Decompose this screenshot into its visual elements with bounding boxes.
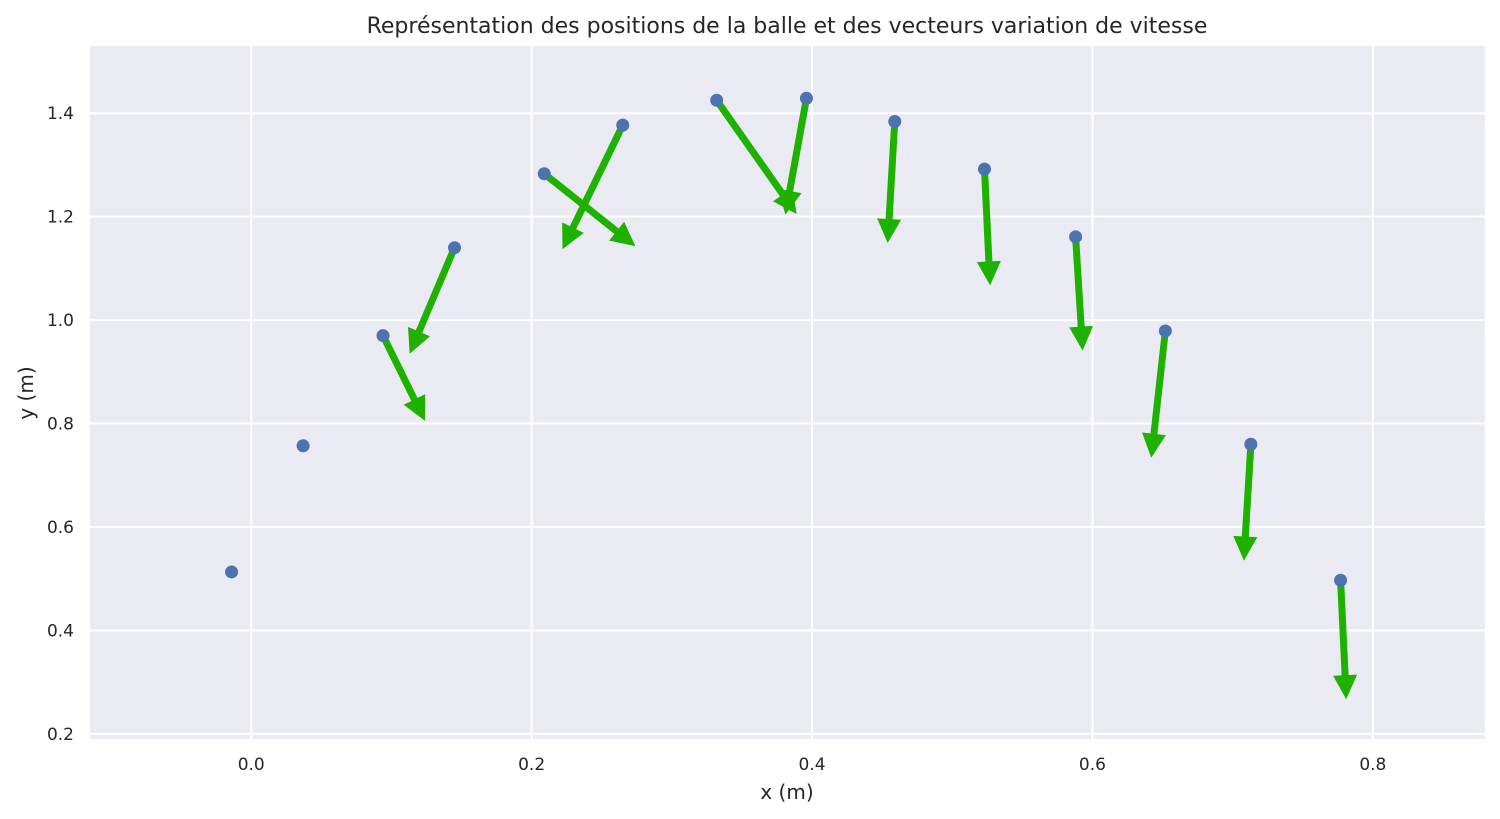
velocity-change-arrow bbox=[976, 168, 1001, 286]
y-tick-label: 0.2 bbox=[47, 725, 74, 745]
velocity-change-arrow bbox=[408, 246, 458, 354]
ball-position-point bbox=[537, 167, 551, 181]
ball-position-point bbox=[376, 329, 390, 343]
ball-position-point bbox=[225, 565, 239, 579]
x-tick-label: 0.4 bbox=[799, 755, 826, 775]
velocity-change-arrow bbox=[1142, 330, 1169, 458]
tick-labels: 0.0 0.2 0.4 0.6 0.8 0.2 0.4 0.6 0.8 1.0 1.2 1.4 bbox=[47, 104, 1386, 775]
velocity-change-arrow bbox=[777, 97, 810, 215]
velocity-change-arrow bbox=[1069, 236, 1094, 351]
ball-position-point bbox=[888, 115, 902, 129]
y-tick-label: 0.4 bbox=[47, 621, 74, 641]
ball-position-point bbox=[616, 118, 630, 132]
x-tick-label: 0.6 bbox=[1079, 755, 1106, 775]
x-axis-label: x (m) bbox=[760, 780, 813, 804]
grid bbox=[90, 46, 1485, 739]
x-tick-label: 0.2 bbox=[518, 755, 545, 775]
x-tick-label: 0.8 bbox=[1359, 755, 1386, 775]
velocity-change-arrow bbox=[877, 121, 902, 243]
ball-position-point bbox=[799, 91, 813, 105]
velocity-change-arrow bbox=[379, 334, 426, 421]
ball-positions bbox=[225, 91, 1348, 587]
x-tick-label: 0.0 bbox=[238, 755, 265, 775]
velocity-change-vectors bbox=[379, 97, 1358, 700]
velocity-change-arrow bbox=[542, 171, 636, 247]
ball-position-point bbox=[710, 93, 724, 107]
ball-position-point bbox=[1069, 230, 1083, 244]
ball-position-point bbox=[1244, 437, 1258, 451]
velocity-change-arrow bbox=[1333, 580, 1358, 700]
y-tick-label: 1.2 bbox=[47, 208, 74, 228]
velocity-change-arrow bbox=[1233, 444, 1258, 561]
y-tick-label: 1.4 bbox=[47, 104, 74, 124]
ball-position-point bbox=[448, 241, 462, 255]
y-axis-label: y (m) bbox=[14, 366, 38, 419]
velocity-change-arrow bbox=[713, 98, 797, 215]
plot-area bbox=[90, 46, 1485, 739]
y-tick-label: 0.6 bbox=[47, 518, 74, 538]
ball-position-point bbox=[296, 439, 310, 453]
ball-position-point bbox=[1158, 324, 1172, 338]
ball-position-point bbox=[977, 162, 991, 176]
y-tick-label: 1.0 bbox=[47, 311, 74, 331]
chart-title: Représentation des positions de la balle… bbox=[367, 14, 1208, 39]
ball-position-point bbox=[1334, 573, 1348, 587]
y-tick-label: 0.8 bbox=[47, 415, 74, 435]
velocity-change-arrow bbox=[562, 123, 626, 250]
